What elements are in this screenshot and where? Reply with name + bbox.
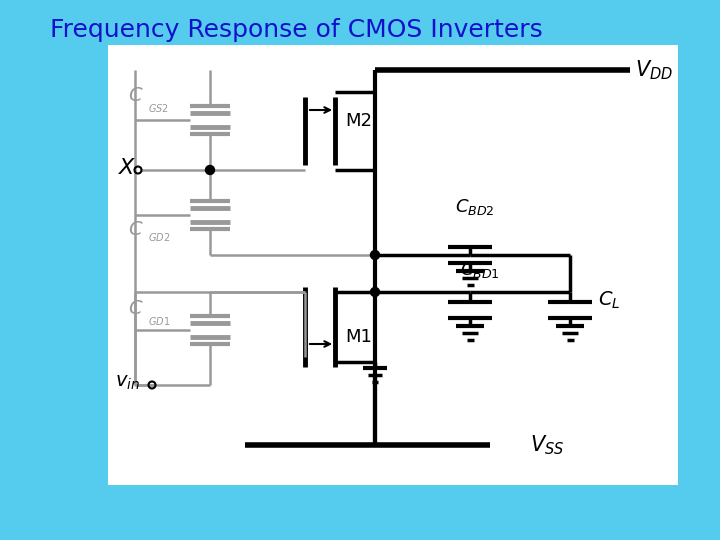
Bar xyxy=(108,45,678,485)
Text: M1: M1 xyxy=(345,328,372,346)
Text: M2: M2 xyxy=(345,112,372,130)
Text: $C$: $C$ xyxy=(128,220,143,239)
Text: $_{GD1}$: $_{GD1}$ xyxy=(148,314,171,328)
Circle shape xyxy=(371,287,379,296)
Text: $V_{SS}$: $V_{SS}$ xyxy=(530,433,564,457)
Text: $C_{L}$: $C_{L}$ xyxy=(598,289,621,310)
Text: $V_{DD}$: $V_{DD}$ xyxy=(635,58,673,82)
Text: $C$: $C$ xyxy=(128,86,143,105)
Text: $C_{BD2}$: $C_{BD2}$ xyxy=(455,197,495,217)
Text: $C_{BD1}$: $C_{BD1}$ xyxy=(460,260,500,280)
Text: $v_{in}$: $v_{in}$ xyxy=(115,374,140,393)
Circle shape xyxy=(205,165,215,174)
Text: $_{GD2}$: $_{GD2}$ xyxy=(148,230,171,244)
Circle shape xyxy=(371,251,379,260)
Text: Frequency Response of CMOS Inverters: Frequency Response of CMOS Inverters xyxy=(50,18,543,42)
Text: $X$: $X$ xyxy=(118,158,137,178)
Text: $_{GS2}$: $_{GS2}$ xyxy=(148,101,169,115)
Text: $C$: $C$ xyxy=(128,299,143,318)
